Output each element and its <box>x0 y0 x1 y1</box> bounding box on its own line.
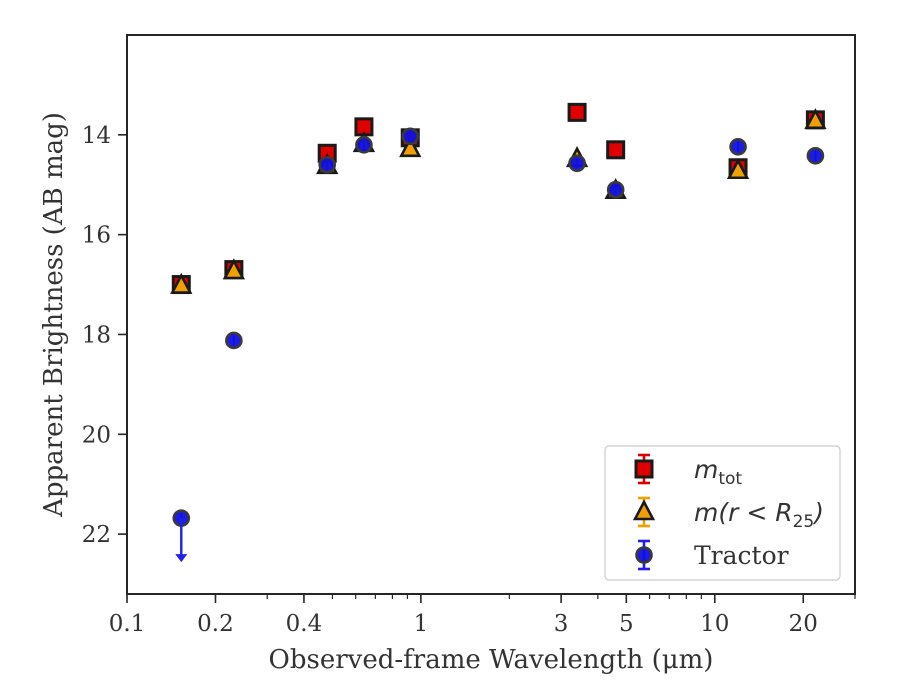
circle-point <box>606 180 625 199</box>
legend-box <box>604 445 841 581</box>
x-tick-label: 20 <box>789 611 818 637</box>
legend-square-marker <box>634 459 654 479</box>
series-2 <box>170 108 827 294</box>
x-tick-label: 0.4 <box>286 611 323 637</box>
y-tick-label: 20 <box>82 422 111 448</box>
legend-circle-marker <box>635 546 653 564</box>
plot-frame <box>126 34 856 595</box>
legend-label: Tractor <box>694 541 789 570</box>
triangle-point <box>222 258 246 280</box>
circle-point <box>729 138 747 156</box>
circle-point <box>806 146 825 165</box>
legend-triangle-marker <box>632 499 656 521</box>
circle-point <box>355 136 373 154</box>
x-tick-label: 1 <box>414 611 429 637</box>
data-marks <box>170 102 827 563</box>
triangle-point <box>726 157 750 180</box>
circle-point <box>225 331 243 350</box>
upper-limit-arrow-head <box>175 554 188 563</box>
triangle-point <box>399 136 422 158</box>
y-tick-label: 22 <box>82 522 111 548</box>
y-tick-label: 14 <box>82 123 111 149</box>
square-point <box>567 102 587 122</box>
legend: mtot m(r < R25) Tractor <box>604 445 841 581</box>
y-tick-label: 16 <box>82 223 111 249</box>
legend-label: m(r < R25) <box>694 498 824 532</box>
x-tick-label: 10 <box>700 611 729 637</box>
circle-point <box>568 154 586 173</box>
x-tick-label: 0.2 <box>197 611 234 637</box>
legend-label: mtot <box>694 455 742 489</box>
circle-point <box>401 127 420 146</box>
y-tick-label: 18 <box>82 322 111 348</box>
square-point <box>606 140 626 160</box>
axis-ticks: 0.1 0.2 0.4 1 3 5 10 20 14 16 18 20 22 <box>82 123 856 637</box>
triangle-point <box>804 108 827 130</box>
series-3 <box>172 127 825 563</box>
triangle-point <box>170 272 193 294</box>
x-axis-label: Observed-frame Wavelength (μm) <box>269 645 714 675</box>
circle-point <box>318 155 337 174</box>
y-axis-label: Apparent Brightness (AB mag) <box>39 112 69 518</box>
x-tick-label: 5 <box>619 611 634 637</box>
series-1 <box>171 102 825 295</box>
x-tick-label: 3 <box>554 611 569 637</box>
x-tick-label: 0.1 <box>109 611 146 637</box>
